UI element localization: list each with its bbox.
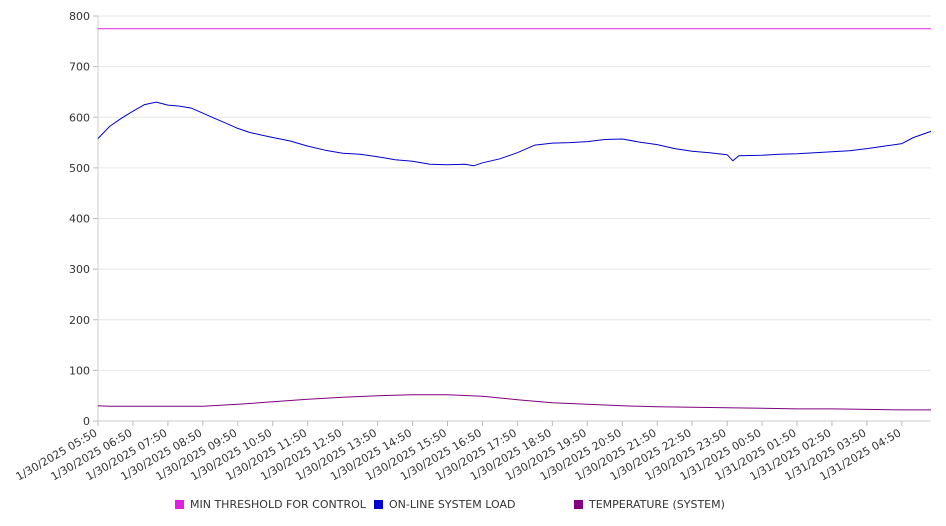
y-tick-label: 600 [69, 111, 90, 124]
x-axis: 1/30/2025 05:501/30/2025 06:501/30/2025 … [14, 421, 903, 483]
y-tick-label: 700 [69, 61, 90, 74]
y-tick-label: 100 [69, 364, 90, 377]
legend: MIN THRESHOLD FOR CONTROL ON-LINE SYSTEM… [0, 498, 946, 514]
y-tick-label: 0 [83, 415, 90, 428]
series-lines [97, 28, 932, 411]
legend-swatch-min-threshold [175, 500, 184, 509]
gridlines [98, 15, 931, 422]
legend-label-min-threshold: MIN THRESHOLD FOR CONTROL [190, 498, 366, 511]
y-axis: 0 100 200 300 400 500 600 700 800 [69, 10, 931, 428]
legend-label-temperature: TEMPERATURE (SYSTEM) [589, 498, 725, 511]
series-line-2 [97, 394, 931, 411]
y-tick-label: 800 [69, 10, 90, 23]
y-tick-label: 200 [69, 314, 90, 327]
legend-swatch-temperature [574, 500, 583, 509]
series-line-1 [97, 101, 932, 167]
y-tick-label: 300 [69, 263, 90, 276]
legend-item-system-load: ON-LINE SYSTEM LOAD [374, 498, 515, 511]
legend-item-temperature: TEMPERATURE (SYSTEM) [574, 498, 725, 511]
y-tick-label: 500 [69, 162, 90, 175]
legend-swatch-system-load [374, 500, 383, 509]
legend-label-system-load: ON-LINE SYSTEM LOAD [389, 498, 516, 511]
legend-item-min-threshold: MIN THRESHOLD FOR CONTROL [175, 498, 366, 511]
y-tick-label: 400 [69, 213, 90, 226]
